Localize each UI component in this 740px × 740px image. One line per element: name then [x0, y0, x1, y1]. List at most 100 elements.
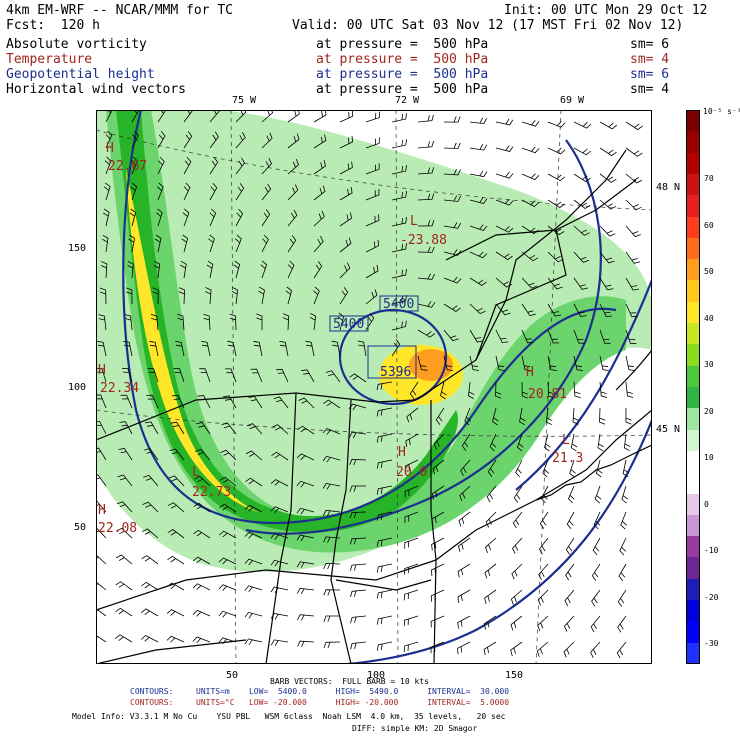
wind-barb	[282, 313, 290, 331]
wind-barb	[573, 147, 592, 156]
wind-barb	[205, 287, 212, 305]
wind-barb	[309, 312, 317, 331]
model-title: 4km EM-WRF -- NCAR/MMM for TC	[6, 3, 233, 18]
height-label-3: 5396	[380, 365, 411, 380]
field-smoothing: sm= 6	[630, 37, 670, 52]
wind-barb	[376, 537, 393, 547]
wind-barb	[245, 450, 263, 461]
wind-barb	[145, 421, 159, 435]
wind-barb	[166, 635, 185, 643]
wind-barb	[469, 329, 484, 343]
wind-barb	[469, 170, 488, 178]
wind-barb	[625, 225, 641, 238]
lon-label-69w: 69 W	[560, 95, 585, 106]
wind-barb	[103, 182, 111, 201]
wind-barb	[168, 502, 185, 513]
wind-barb	[599, 121, 618, 130]
wind-barb	[339, 135, 354, 149]
wind-barb	[443, 249, 462, 256]
wind-barb	[516, 433, 524, 452]
wind-barb	[391, 268, 407, 279]
colorbar-swatch	[686, 450, 700, 473]
wind-barb	[376, 511, 393, 521]
colorbar-tick-label: 70	[704, 174, 714, 183]
wind-barb	[573, 329, 585, 344]
wind-barb	[313, 261, 323, 279]
wind-barb	[131, 110, 140, 123]
wind-barb	[131, 130, 139, 149]
wind-barb	[115, 634, 133, 643]
wind-barb	[365, 289, 378, 305]
wind-barb	[469, 355, 480, 371]
forecast-hour: Fcst: 120 h	[6, 18, 100, 33]
wind-barb	[495, 198, 514, 206]
init-time: Init: 00 UTC Mon 29 Oct 12	[504, 3, 708, 18]
wind-barb	[349, 537, 367, 545]
wind-barb	[443, 303, 461, 312]
wind-barb	[171, 394, 185, 409]
wind-barb	[537, 615, 549, 632]
wind-barb	[538, 537, 549, 555]
wind-barb	[193, 502, 211, 513]
wind-barb	[325, 370, 341, 383]
wind-barb	[599, 355, 609, 371]
wind-barb	[595, 459, 603, 478]
wind-barb	[167, 529, 185, 539]
colorbar-swatch	[686, 493, 700, 516]
wind-barb	[620, 511, 627, 530]
wind-barb	[235, 208, 244, 227]
wind-barb	[376, 615, 393, 625]
wind-barb	[521, 225, 539, 235]
wind-barb	[469, 224, 488, 231]
wind-barb	[391, 165, 407, 175]
wind-barb	[349, 511, 367, 519]
wind-barb	[270, 639, 289, 646]
wind-barb	[458, 511, 471, 527]
wind-barb	[197, 395, 211, 409]
colorbar-swatch	[686, 195, 700, 218]
wind-barb	[404, 537, 419, 549]
wind-barb	[443, 276, 462, 284]
wind-barb	[208, 234, 215, 253]
wind-barb	[166, 609, 185, 617]
wind-barb	[521, 119, 540, 127]
height-labels: 5400 5400 5396	[329, 295, 419, 380]
wind-barb	[245, 477, 263, 487]
wind-barb	[178, 287, 186, 305]
wind-barb	[457, 615, 471, 629]
wind-barb	[417, 355, 428, 371]
colorbar-tick-label: 60	[704, 220, 714, 230]
wind-barb	[537, 589, 549, 606]
wind-barb	[625, 199, 642, 211]
wind-barb	[181, 234, 189, 253]
wind-barb	[417, 329, 435, 338]
wind-barb	[443, 195, 461, 202]
colorbar-tick-label: 10	[704, 453, 714, 462]
wind-barb	[417, 273, 435, 280]
wind-barb	[157, 156, 165, 175]
wind-barb	[339, 262, 351, 279]
wind-barb	[287, 110, 300, 123]
wind-barb	[599, 251, 615, 264]
wind-barb	[510, 641, 523, 657]
wind-barb	[183, 156, 192, 175]
wind-barb	[102, 234, 109, 253]
wind-barb	[417, 114, 434, 123]
colorbar-swatch	[686, 578, 700, 601]
wind-barb	[619, 537, 627, 556]
wind-barb	[322, 482, 341, 490]
wind-barb	[203, 313, 211, 331]
wind-barb	[323, 536, 341, 543]
wind-barb	[391, 320, 407, 331]
wind-barb	[365, 264, 379, 279]
wind-barb	[592, 537, 601, 556]
wind-barb	[126, 287, 133, 305]
wind-barb	[573, 381, 581, 399]
wind-barb	[218, 557, 237, 565]
grid-x-label-50: 50	[226, 670, 239, 681]
wind-barb	[118, 447, 133, 461]
wind-barb	[512, 511, 523, 529]
wind-barb	[339, 212, 353, 227]
wind-barb	[365, 313, 375, 331]
temp-center-value-1: 22.67	[108, 159, 147, 174]
